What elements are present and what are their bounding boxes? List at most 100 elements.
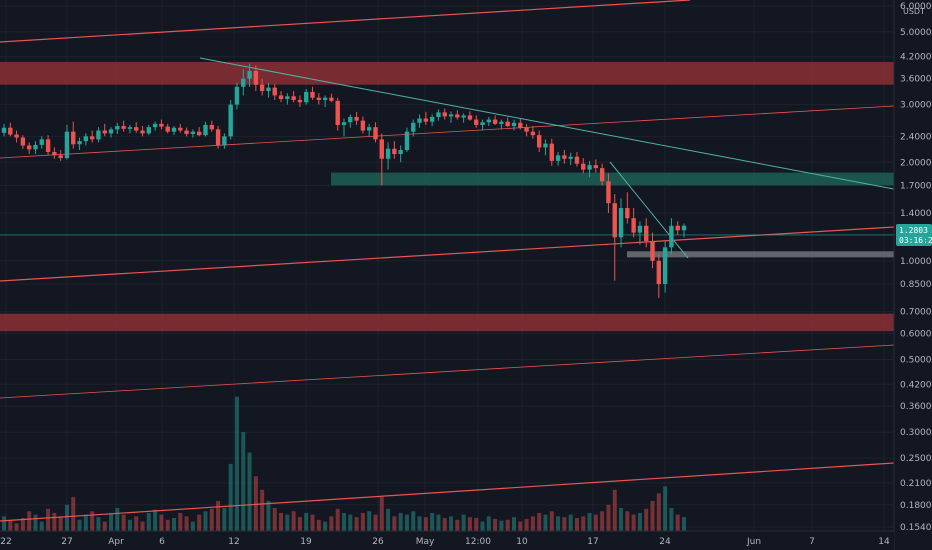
- candle-body: [404, 131, 410, 151]
- volume-bar: [574, 518, 579, 531]
- trend-lines: [0, 0, 895, 522]
- volume-bar: [348, 514, 353, 531]
- candle-body: [228, 104, 233, 137]
- price-axis-panel[interactable]: [894, 0, 932, 550]
- volume-bar: [209, 508, 214, 531]
- candle-body: [115, 126, 120, 130]
- volume-bar: [619, 508, 624, 531]
- volume-bar: [83, 514, 88, 531]
- candle-body: [77, 141, 82, 145]
- time-tick-label: 12:00: [465, 537, 491, 547]
- candle-body: [58, 155, 63, 159]
- candle-body: [631, 218, 636, 233]
- volume-bar: [165, 519, 170, 531]
- volume-bar: [297, 517, 302, 531]
- candle-body: [152, 123, 158, 128]
- time-axis-panel[interactable]: [0, 531, 894, 550]
- candle-body: [209, 124, 214, 130]
- demand-zone: [331, 172, 894, 186]
- candle-body: [593, 165, 599, 169]
- volume-bar: [178, 512, 183, 531]
- price-tick-label: 0.1800: [900, 501, 932, 511]
- candle-body: [536, 135, 542, 148]
- price-tick-label: 1.7000: [900, 181, 932, 191]
- volume-bar: [379, 497, 384, 531]
- candle-body: [555, 155, 561, 161]
- volume-bar: [360, 512, 365, 531]
- candle-body: [190, 131, 196, 134]
- candle-body: [102, 130, 107, 134]
- volume-bar: [71, 497, 76, 531]
- volume-bar: [27, 511, 32, 531]
- volume-bar: [650, 500, 655, 531]
- candle-body: [423, 118, 429, 122]
- candle-body: [618, 208, 624, 238]
- candle-body: [530, 131, 536, 136]
- candle-body: [486, 119, 492, 123]
- candle-body: [644, 225, 649, 241]
- time-tick-label: 24: [659, 537, 671, 547]
- candle-body: [581, 163, 586, 170]
- volume-bar: [102, 521, 107, 531]
- candle-body: [461, 115, 466, 118]
- candle-body: [64, 131, 70, 159]
- candle-body: [448, 114, 454, 117]
- candle-body: [272, 87, 277, 96]
- volume-bar: [260, 489, 265, 531]
- volume-bar: [115, 508, 120, 531]
- candle-body: [366, 127, 372, 131]
- volume-bar: [272, 508, 277, 531]
- last-price-value: 1.2803: [899, 226, 928, 235]
- candle-body: [322, 97, 328, 100]
- candle-body: [429, 116, 435, 122]
- candle-body: [14, 134, 19, 138]
- candle-body: [492, 119, 498, 124]
- descending-trendline: [199, 57, 895, 190]
- volume-bar: [404, 514, 409, 531]
- candle-body: [297, 99, 303, 103]
- candle-body: [134, 127, 139, 131]
- volume-bar: [153, 509, 158, 531]
- volume-bar: [46, 508, 51, 531]
- candle-body: [222, 136, 227, 146]
- candle-body: [524, 127, 529, 132]
- volume-bar: [568, 514, 573, 531]
- volume-bar: [600, 511, 605, 531]
- volume-bar: [2, 516, 6, 531]
- volume-bar: [329, 516, 334, 531]
- volume-bar: [423, 517, 428, 531]
- candle-body: [341, 122, 347, 125]
- candle-body: [316, 97, 322, 100]
- price-tick-label: 0.3600: [900, 402, 932, 412]
- candle-body: [215, 129, 221, 146]
- candle-body: [253, 70, 259, 85]
- candle-body: [33, 144, 38, 150]
- candle-body: [285, 96, 290, 100]
- volume-bar: [518, 521, 523, 531]
- volume-bar: [556, 516, 561, 531]
- channel-line-lower: [0, 344, 895, 399]
- time-axis-ticks: 22 27 Apr 6 12 19 26 May 12:00 10 17 24 Jun 7 14: [0, 537, 890, 547]
- candle-body: [8, 127, 13, 135]
- volume-bar: [593, 514, 598, 531]
- candle-body: [354, 116, 359, 121]
- volume-bar: [455, 519, 460, 531]
- price-tick-label: 0.2500: [900, 454, 932, 464]
- candle-body: [662, 247, 668, 284]
- candle-body: [184, 130, 189, 134]
- volume-bar: [430, 512, 435, 531]
- volume-bar: [682, 517, 686, 531]
- volume-bar: [109, 512, 114, 531]
- volume-bar: [461, 514, 466, 531]
- candle-body: [675, 225, 680, 231]
- volume-bar: [530, 516, 535, 531]
- candle-body: [599, 168, 605, 182]
- volume-bar: [411, 511, 416, 531]
- volume-bar: [606, 504, 611, 531]
- volume-bar: [499, 520, 504, 531]
- volume-bar: [127, 519, 132, 531]
- candle-body: [171, 127, 177, 132]
- price-tick-label: 0.4200: [900, 380, 932, 390]
- candle-body: [417, 118, 422, 123]
